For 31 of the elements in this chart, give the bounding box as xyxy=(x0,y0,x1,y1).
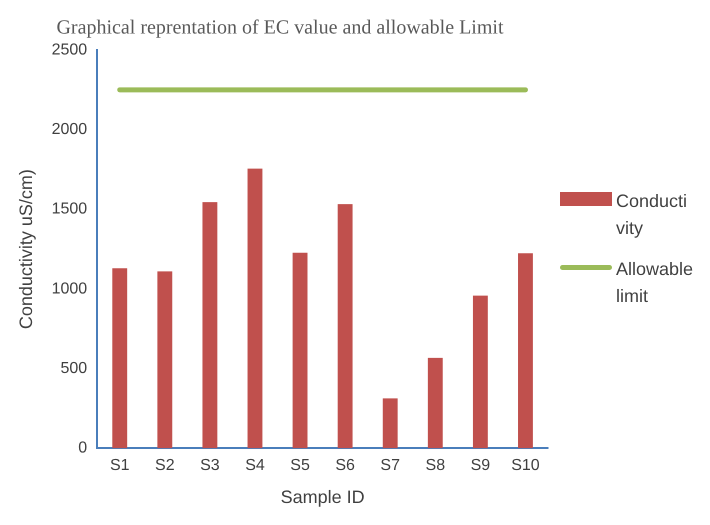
bar xyxy=(518,253,533,448)
y-tick-label: 2500 xyxy=(52,41,88,58)
x-tick-label: S2 xyxy=(155,457,175,474)
y-tick-label: 0 xyxy=(78,440,88,457)
y-axis-title: Conductivity uS/cm) xyxy=(16,169,36,330)
bar xyxy=(292,252,308,448)
bar xyxy=(338,204,353,448)
bar xyxy=(202,202,218,448)
x-tick-label: S9 xyxy=(470,457,490,474)
bar xyxy=(248,168,262,448)
x-tick-label: S8 xyxy=(426,457,446,474)
bar xyxy=(428,358,443,448)
bar xyxy=(382,398,398,448)
y-tick-label: 1000 xyxy=(52,280,88,298)
x-tick-label: S5 xyxy=(290,457,310,474)
x-tick-label: S1 xyxy=(110,457,130,474)
legend-label: Conductivity xyxy=(616,190,688,240)
y-tick-label: 500 xyxy=(60,360,88,377)
bar xyxy=(472,296,488,448)
bar xyxy=(112,268,128,448)
x-tick-label: S4 xyxy=(245,457,265,474)
x-axis-title: Sample ID xyxy=(280,487,365,508)
chart-title: Graphical reprentation of EC value and allowable Limit xyxy=(56,16,504,38)
y-tick-label: 2000 xyxy=(52,121,88,138)
bar xyxy=(157,271,172,448)
legend-label: Allowable limit xyxy=(616,258,694,308)
x-tick-label: S7 xyxy=(380,457,400,474)
x-tick-label: S10 xyxy=(511,457,540,474)
x-tick-label: S6 xyxy=(335,457,356,474)
x-tick-label: S3 xyxy=(200,457,220,474)
y-tick-label: 1500 xyxy=(52,200,88,218)
